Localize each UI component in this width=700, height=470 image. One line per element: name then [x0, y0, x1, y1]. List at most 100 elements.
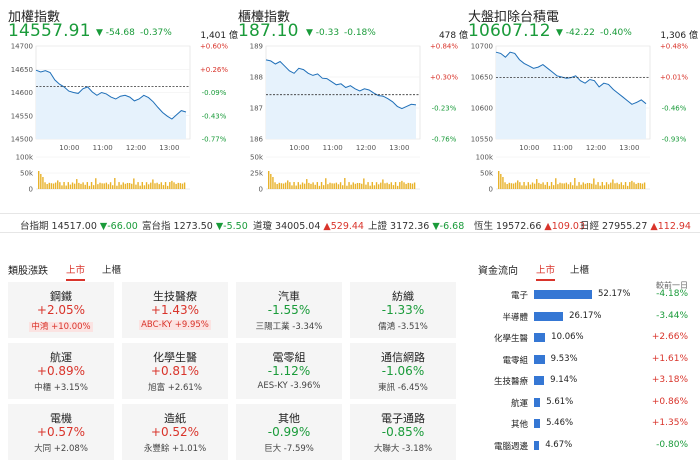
volume-bar: [588, 183, 591, 189]
fund-flow-row[interactable]: 生技醫療 9.14% +3.18%: [478, 372, 692, 388]
volume-bar: [154, 183, 156, 189]
ticker-item[interactable]: 上證 3172.36 ▼-6.68: [368, 218, 464, 232]
volume-bar: [559, 182, 561, 189]
sector-top-stock: ABC-KY +9.95%: [139, 320, 211, 330]
volume-bar: [299, 184, 302, 189]
volume-bar: [394, 182, 397, 189]
y-tick-label: 14650: [11, 66, 33, 74]
volume-bar: [629, 182, 631, 189]
flow-percent: 10.06%: [551, 332, 584, 342]
sector-card[interactable]: 電零組 -1.12% AES-KY -3.96%: [236, 343, 342, 399]
sector-change: +2.05%: [36, 303, 86, 317]
volume-bar: [54, 182, 57, 189]
volume-bar: [329, 182, 331, 189]
flow-bar: [534, 290, 592, 299]
sector-card[interactable]: 其他 -0.99% 巨大 -7.59%: [236, 404, 342, 460]
fund-flow-row[interactable]: 電腦週邊 4.67% -0.80%: [478, 437, 692, 453]
fund-flow-row[interactable]: 化學生醫 10.06% +2.66%: [478, 329, 692, 345]
volume-bar: [268, 171, 270, 189]
tab-listed[interactable]: 上市: [66, 262, 86, 281]
intraday-chart[interactable]: 189 +0.84% 188 +0.30% 187 -0.23% 186 -0.76% 10:0…: [238, 42, 468, 198]
sector-card[interactable]: 航運 +0.89% 中櫃 +3.15%: [8, 343, 114, 399]
volume-tick-label: 50k: [480, 170, 494, 178]
trade-volume: 1,306 億: [660, 31, 698, 41]
volume-bar: [531, 182, 534, 189]
volume-bar: [382, 179, 384, 189]
sector-card[interactable]: 造紙 +0.52% 永豐餘 +1.01%: [122, 404, 228, 460]
sector-name: 航運: [50, 351, 72, 364]
volume-bar: [169, 182, 171, 189]
panel-title: 加權指數: [8, 10, 61, 25]
tab-flow-otc[interactable]: 上櫃: [570, 265, 590, 276]
pct-tick-label: -0.76%: [432, 136, 457, 144]
ticker-item[interactable]: 台指期 14517.00 ▼-66.00: [20, 218, 138, 232]
volume-bar: [293, 182, 295, 189]
intraday-chart[interactable]: 14700 +0.60% 14650 +0.26% 14600 -0.09% 14550 -0…: [8, 42, 238, 198]
volume-bar: [536, 179, 538, 189]
flow-percent: 5.46%: [546, 418, 574, 428]
sector-card[interactable]: 紡織 -1.33% 儒鴻 -3.51%: [350, 282, 456, 338]
panel-taiex[interactable]: 加權指數 14557.91 ▼ -54.68 -0.37% 1,401 億 14…: [8, 0, 238, 200]
sector-name: 化學生醫: [153, 351, 197, 364]
panel-otc[interactable]: 櫃檯指數 187.10 ▼ -0.33 -0.18% 478 億 189 +0.8…: [238, 0, 468, 200]
sector-name: 電零組: [272, 351, 306, 364]
volume-bar: [525, 185, 527, 189]
volume-bar: [48, 182, 50, 189]
volume-bar: [342, 185, 344, 189]
fund-flow-row[interactable]: 電子 52.17% -4.18%: [478, 286, 692, 302]
sector-top-stock: 東訊 -6.45%: [378, 383, 428, 393]
flow-sector-name: 電零組: [502, 355, 528, 366]
flow-percent: 5.61%: [546, 396, 574, 407]
flow-bar: [534, 333, 546, 342]
flow-sector-name: 電腦週邊: [493, 441, 528, 452]
volume-bar: [510, 183, 513, 189]
fund-flow-row[interactable]: 電零組 9.53% +1.61%: [478, 351, 692, 367]
volume-bar: [521, 185, 523, 189]
sector-card[interactable]: 汽車 -1.55% 三陽工業 -3.34%: [236, 282, 342, 338]
panel-ex-tsmc[interactable]: 大盤扣除台積電 10607.12 ▼ -42.22 -0.40% 1,306 億…: [468, 0, 698, 200]
ticker-item[interactable]: 日經 27955.27 ▲112.94: [580, 218, 691, 232]
tab-flow-listed[interactable]: 上市: [536, 262, 556, 281]
sector-card[interactable]: 生技醫療 +1.43% ABC-KY +9.95%: [122, 282, 228, 338]
index-value: 10607.12: [468, 21, 551, 41]
sector-card[interactable]: 通信網路 -1.06% 東訊 -6.45%: [350, 343, 456, 399]
price-area: [266, 59, 416, 139]
ticker-item[interactable]: 道瓊 34005.04 ▲529.44: [253, 218, 364, 232]
fund-flow-row[interactable]: 其他 5.46% +1.35%: [478, 415, 692, 431]
sector-card[interactable]: 鋼鐵 +2.05% 中鴻 +10.00%: [8, 282, 114, 338]
tab-otc[interactable]: 上櫃: [102, 265, 122, 276]
sector-card[interactable]: 電子通路 -0.85% 大聯大 -3.18%: [350, 404, 456, 460]
volume-bar: [322, 185, 325, 189]
volume-bar: [152, 179, 154, 189]
sector-card[interactable]: 電機 +0.57% 大同 +2.08%: [8, 404, 114, 460]
volume-bar: [306, 179, 308, 189]
time-tick-label: 11:00: [93, 144, 113, 152]
ticker-value: 1273.50: [173, 221, 213, 232]
ticker-item[interactable]: 富台指 1273.50 ▼-5.50: [142, 218, 248, 232]
volume-bar: [546, 182, 549, 189]
volume-bar: [107, 184, 110, 189]
flow-change: -0.80%: [656, 439, 688, 450]
volume-bar: [358, 183, 361, 189]
sector-name: 通信網路: [381, 351, 425, 364]
ticker-item[interactable]: 恆生 19572.66 ▲109.03: [474, 218, 585, 232]
time-tick-label: 12:00: [356, 144, 376, 152]
flow-sector-name: 半導體: [502, 312, 528, 323]
sector-card[interactable]: 化學生醫 +0.81% 旭富 +2.61%: [122, 343, 228, 399]
sector-change: -1.33%: [381, 303, 425, 317]
intraday-chart[interactable]: 10700 +0.48% 10650 +0.01% 10600 -0.46% 10550 -0…: [468, 42, 698, 198]
fund-flow-row[interactable]: 航運 5.61% +0.86%: [478, 394, 692, 410]
volume-bar: [578, 182, 580, 189]
volume-bar: [88, 185, 91, 189]
volume-bar: [512, 183, 515, 189]
market-ticker: 台指期 14517.00 ▼-66.00 富台指 1273.50 ▼-5.50 …: [0, 213, 700, 233]
y-tick-label: 187: [250, 105, 263, 113]
volume-bar: [344, 178, 346, 189]
ticker-value: 27955.27: [602, 221, 648, 232]
volume-bar: [337, 184, 340, 189]
flow-bar: [534, 397, 541, 407]
ticker-change: ▼-6.68: [432, 221, 465, 232]
volume-bar: [80, 183, 82, 189]
fund-flow-row[interactable]: 半導體 26.17% -3.44%: [478, 308, 692, 324]
flow-percent: 26.17%: [569, 310, 602, 321]
